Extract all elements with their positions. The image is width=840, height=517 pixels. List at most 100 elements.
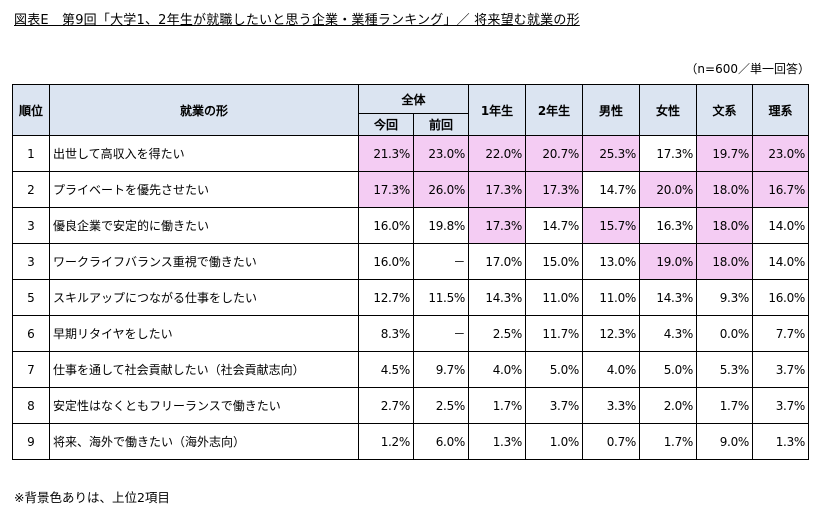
value-cell: 6.0% <box>412 423 470 460</box>
value-cell: 16.0% <box>358 207 414 244</box>
value-cell: 17.3% <box>468 171 527 208</box>
value-cell: 23.0% <box>752 135 810 172</box>
value-cell: 3.3% <box>582 387 641 424</box>
value-cell: 13.0% <box>582 243 641 280</box>
value-cell: 4.0% <box>468 351 527 388</box>
value-cell: 12.3% <box>582 315 641 352</box>
value-cell: 16.0% <box>358 243 414 280</box>
row-label: 出世して高収入を得たい <box>49 135 359 172</box>
value-cell: 2.5% <box>468 315 527 352</box>
value-cell: 19.0% <box>639 243 698 280</box>
value-cell: 17.0% <box>468 243 527 280</box>
value-cell: 5.0% <box>525 351 584 388</box>
row-rank: 5 <box>12 279 50 316</box>
value-cell: 17.3% <box>468 207 527 244</box>
value-cell: 15.7% <box>582 207 641 244</box>
row-label: 早期リタイヤをしたい <box>49 315 359 352</box>
value-cell: 14.3% <box>468 279 527 316</box>
value-cell: 4.5% <box>358 351 414 388</box>
header-humanities: 文系 <box>696 84 754 136</box>
value-cell: 7.7% <box>752 315 810 352</box>
value-cell: － <box>412 243 470 280</box>
sample-size-note: （n=600／単一回答） <box>685 62 810 76</box>
footnote: ※背景色ありは、上位2項目 <box>14 490 170 505</box>
value-cell: 18.0% <box>696 207 754 244</box>
value-cell: 14.7% <box>582 171 641 208</box>
value-cell: 2.0% <box>639 387 698 424</box>
value-cell: 14.7% <box>525 207 584 244</box>
value-cell: 1.7% <box>468 387 527 424</box>
value-cell: 17.3% <box>525 171 584 208</box>
row-rank: 9 <box>12 423 50 460</box>
value-cell: 3.7% <box>525 387 584 424</box>
row-rank: 8 <box>12 387 50 424</box>
value-cell: 11.7% <box>525 315 584 352</box>
value-cell: 1.7% <box>696 387 754 424</box>
value-cell: 11.0% <box>525 279 584 316</box>
value-cell: 14.3% <box>639 279 698 316</box>
row-rank: 7 <box>12 351 50 388</box>
value-cell: 15.0% <box>525 243 584 280</box>
row-label: 安定性はなくともフリーランスで働きたい <box>49 387 359 424</box>
value-cell: 1.2% <box>358 423 414 460</box>
value-cell: 0.0% <box>696 315 754 352</box>
row-label: プライベートを優先させたい <box>49 171 359 208</box>
value-cell: 0.7% <box>582 423 641 460</box>
header-male: 男性 <box>582 84 641 136</box>
table-row: 5 スキルアップにつながる仕事をしたい 12.7% 11.5% 14.3% 11.0% 11… <box>12 279 810 316</box>
value-cell: 16.7% <box>752 171 810 208</box>
row-label: スキルアップにつながる仕事をしたい <box>49 279 359 316</box>
row-rank: 2 <box>12 171 50 208</box>
value-cell: 20.7% <box>525 135 584 172</box>
value-cell: 3.7% <box>752 351 810 388</box>
row-label: 将来、海外で働きたい（海外志向） <box>49 423 359 460</box>
value-cell: 4.0% <box>582 351 641 388</box>
table-row: 2 プライベートを優先させたい 17.3% 26.0% 17.3% 17.3% 14.7% 2… <box>12 171 810 208</box>
value-cell: 9.0% <box>696 423 754 460</box>
row-rank: 3 <box>12 207 50 244</box>
value-cell: 19.8% <box>412 207 470 244</box>
ranking-table: 順位 就業の形 全体 1年生 2年生 男性 女性 文系 理系 今回 前回 1 出世… <box>12 84 810 460</box>
header-year1: 1年生 <box>468 84 527 136</box>
table-row: 8 安定性はなくともフリーランスで働きたい 2.7% 2.5% 1.7% 3.7% 3.3%… <box>12 387 810 424</box>
table-row: 3 優良企業で安定的に働きたい 16.0% 19.8% 17.3% 14.7% 15.7% 1… <box>12 207 810 244</box>
value-cell: 20.0% <box>639 171 698 208</box>
value-cell: 18.0% <box>696 171 754 208</box>
value-cell: 21.3% <box>358 135 414 172</box>
row-label: ワークライフバランス重視で働きたい <box>49 243 359 280</box>
value-cell: 18.0% <box>696 243 754 280</box>
value-cell: 19.7% <box>696 135 754 172</box>
header-year2: 2年生 <box>525 84 584 136</box>
value-cell: 1.3% <box>468 423 527 460</box>
value-cell: 1.7% <box>639 423 698 460</box>
row-rank: 1 <box>12 135 50 172</box>
row-label: 仕事を通して社会貢献したい（社会貢献志向） <box>49 351 359 388</box>
table-row: 1 出世して高収入を得たい 21.3% 23.0% 22.0% 20.7% 25.3% 17.… <box>12 135 810 172</box>
value-cell: 5.3% <box>696 351 754 388</box>
value-cell: 16.0% <box>752 279 810 316</box>
table-row: 3 ワークライフバランス重視で働きたい 16.0% － 17.0% 15.0% 13.0% 1… <box>12 243 810 280</box>
value-cell: 22.0% <box>468 135 527 172</box>
value-cell: 5.0% <box>639 351 698 388</box>
header-female: 女性 <box>639 84 698 136</box>
value-cell: 11.0% <box>582 279 641 316</box>
value-cell: 4.3% <box>639 315 698 352</box>
value-cell: 12.7% <box>358 279 414 316</box>
value-cell: 23.0% <box>412 135 470 172</box>
header-rank: 順位 <box>12 84 50 136</box>
value-cell: 16.3% <box>639 207 698 244</box>
header-science: 理系 <box>752 84 810 136</box>
value-cell: 26.0% <box>412 171 470 208</box>
value-cell: 1.3% <box>752 423 810 460</box>
value-cell: 17.3% <box>358 171 414 208</box>
value-cell: 11.5% <box>412 279 470 316</box>
value-cell: 2.5% <box>412 387 470 424</box>
value-cell: 17.3% <box>639 135 698 172</box>
table-row: 6 早期リタイヤをしたい 8.3% － 2.5% 11.7% 12.3% 4.3% 0.0% 7.… <box>12 315 810 352</box>
row-label: 優良企業で安定的に働きたい <box>49 207 359 244</box>
value-cell: 1.0% <box>525 423 584 460</box>
figure-title: 図表E 第9回「大学1、2年生が就職したいと思う企業・業種ランキング」／ 将来望… <box>14 13 580 28</box>
value-cell: 25.3% <box>582 135 641 172</box>
header-overall: 全体 <box>357 84 470 114</box>
value-cell: 3.7% <box>752 387 810 424</box>
